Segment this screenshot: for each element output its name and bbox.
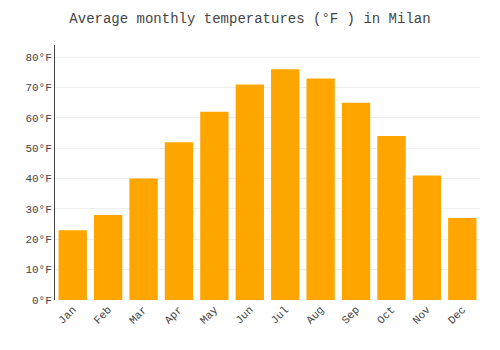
svg-text:Jan: Jan	[56, 304, 78, 326]
svg-text:Dec: Dec	[446, 304, 468, 326]
svg-text:Nov: Nov	[410, 304, 433, 327]
svg-text:Jun: Jun	[233, 304, 255, 326]
svg-text:Jul: Jul	[269, 304, 291, 326]
svg-text:Aug: Aug	[304, 304, 326, 326]
svg-text:Feb: Feb	[92, 304, 114, 326]
svg-text:0°F: 0°F	[32, 295, 52, 307]
svg-text:Oct: Oct	[375, 304, 397, 326]
svg-text:70°F: 70°F	[25, 82, 51, 94]
svg-text:Sep: Sep	[340, 304, 362, 326]
svg-text:40°F: 40°F	[25, 173, 51, 185]
svg-text:30°F: 30°F	[25, 204, 51, 216]
svg-text:60°F: 60°F	[25, 113, 51, 125]
svg-text:10°F: 10°F	[25, 264, 51, 276]
svg-text:Average monthly temperatures (: Average monthly temperatures (°F ) in Mi…	[69, 11, 430, 27]
svg-text:Mar: Mar	[127, 304, 149, 326]
svg-text:May: May	[198, 304, 221, 327]
svg-text:20°F: 20°F	[25, 234, 51, 246]
svg-text:Apr: Apr	[162, 304, 184, 326]
svg-text:50°F: 50°F	[25, 143, 51, 155]
svg-text:80°F: 80°F	[25, 52, 51, 64]
